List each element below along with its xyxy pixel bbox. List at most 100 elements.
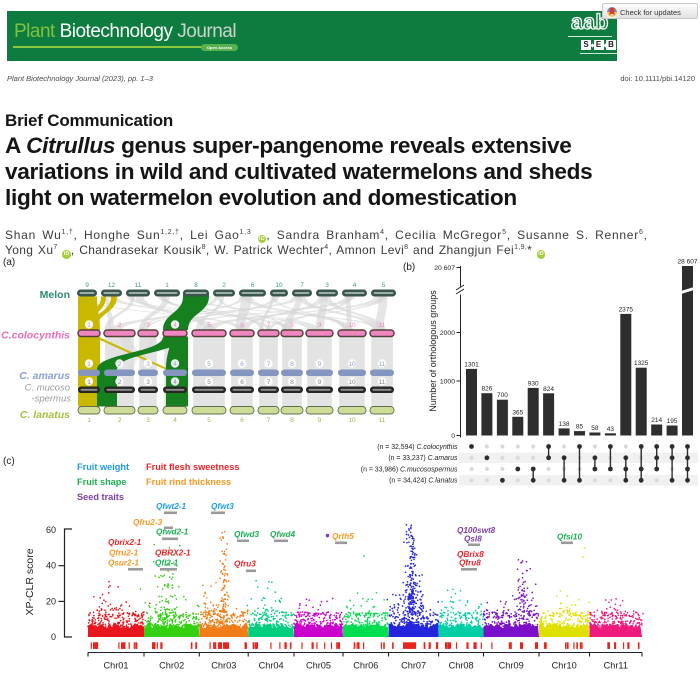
svg-text:2000: 2000 bbox=[440, 330, 455, 337]
svg-text:Number of orthologous groups: Number of orthologous groups bbox=[428, 290, 438, 412]
svg-text:C.colocynthis: C.colocynthis bbox=[1, 330, 70, 342]
svg-text:QBRX2-1: QBRX2-1 bbox=[155, 549, 191, 558]
svg-text:Chr03: Chr03 bbox=[211, 661, 236, 671]
svg-text:Melon: Melon bbox=[40, 289, 70, 301]
svg-text:Qsl8: Qsl8 bbox=[464, 535, 482, 544]
svg-text:6: 6 bbox=[240, 322, 244, 329]
svg-text:Qfl2-1: Qfl2-1 bbox=[155, 559, 179, 568]
svg-text:6: 6 bbox=[240, 379, 244, 386]
svg-text:11: 11 bbox=[135, 282, 142, 289]
svg-text:C. lanatus: C. lanatus bbox=[20, 409, 70, 421]
svg-text:(a): (a) bbox=[3, 257, 15, 268]
svg-text:28 607: 28 607 bbox=[678, 259, 698, 266]
svg-text:1: 1 bbox=[165, 282, 169, 289]
svg-text:214: 214 bbox=[651, 417, 662, 424]
svg-text:Fruit shape: Fruit shape bbox=[77, 477, 127, 487]
svg-text:9: 9 bbox=[318, 379, 322, 386]
svg-text:9: 9 bbox=[85, 282, 89, 289]
svg-text:4: 4 bbox=[173, 361, 177, 368]
svg-text:Qfru2-3: Qfru2-3 bbox=[133, 518, 163, 527]
svg-text:7: 7 bbox=[267, 379, 271, 386]
svg-text:3: 3 bbox=[146, 417, 150, 424]
svg-text:6: 6 bbox=[240, 417, 244, 424]
svg-text:Qsur2-1: Qsur2-1 bbox=[108, 559, 139, 568]
svg-text:Fruit rind thickness: Fruit rind thickness bbox=[146, 477, 231, 487]
svg-text:2: 2 bbox=[222, 282, 226, 289]
svg-text:5: 5 bbox=[207, 417, 211, 424]
svg-text:2: 2 bbox=[118, 361, 122, 368]
svg-text:(b): (b) bbox=[403, 262, 415, 273]
svg-text:6: 6 bbox=[240, 361, 244, 368]
svg-text:Qfwd4: Qfwd4 bbox=[270, 530, 295, 539]
svg-text:Qfwt3: Qfwt3 bbox=[211, 502, 234, 511]
svg-text:9: 9 bbox=[318, 417, 322, 424]
svg-text:(n = 33,986) C.mucosospermus: (n = 33,986) C.mucosospermus bbox=[361, 466, 458, 473]
svg-text:8: 8 bbox=[290, 361, 294, 368]
svg-text:Qfwd2-1: Qfwd2-1 bbox=[156, 528, 189, 537]
svg-text:1: 1 bbox=[87, 361, 91, 368]
svg-text:4: 4 bbox=[353, 282, 357, 289]
svg-text:10: 10 bbox=[348, 417, 356, 424]
svg-text:10: 10 bbox=[275, 282, 283, 289]
svg-text:(c): (c) bbox=[3, 456, 15, 467]
svg-text:9: 9 bbox=[318, 361, 322, 368]
svg-text:43: 43 bbox=[607, 426, 615, 433]
svg-text:195: 195 bbox=[667, 418, 678, 425]
svg-text:824: 824 bbox=[543, 386, 554, 393]
svg-text:Qbrix2-1: Qbrix2-1 bbox=[108, 538, 142, 547]
svg-text:(n = 32,594) C.colocynthis: (n = 32,594) C.colocynthis bbox=[377, 444, 458, 451]
svg-text:Qfru2-1: Qfru2-1 bbox=[109, 549, 139, 558]
svg-text:8: 8 bbox=[290, 417, 294, 424]
svg-text:Seed traits: Seed traits bbox=[77, 492, 124, 502]
svg-text:4: 4 bbox=[173, 417, 177, 424]
svg-text:12: 12 bbox=[108, 282, 116, 289]
svg-text:11: 11 bbox=[379, 322, 386, 329]
svg-text:8: 8 bbox=[194, 282, 198, 289]
svg-text:-spermus: -spermus bbox=[31, 394, 71, 405]
svg-text:6: 6 bbox=[251, 282, 255, 289]
svg-text:58: 58 bbox=[591, 425, 599, 432]
svg-text:3: 3 bbox=[146, 361, 150, 368]
svg-text:11: 11 bbox=[379, 379, 386, 386]
svg-text:Chr08: Chr08 bbox=[449, 661, 474, 671]
svg-text:1: 1 bbox=[87, 417, 91, 424]
svg-text:Fruit flesh sweetness: Fruit flesh sweetness bbox=[146, 462, 239, 472]
svg-text:(n = 33,237) C.amarus: (n = 33,237) C.amarus bbox=[388, 455, 458, 462]
svg-text:85: 85 bbox=[576, 424, 584, 431]
svg-text:1: 1 bbox=[87, 322, 91, 329]
svg-text:11: 11 bbox=[379, 417, 386, 424]
svg-text:7: 7 bbox=[267, 417, 271, 424]
svg-text:1: 1 bbox=[87, 379, 91, 386]
svg-text:5: 5 bbox=[207, 322, 211, 329]
svg-text:20 607: 20 607 bbox=[434, 265, 455, 272]
svg-text:10: 10 bbox=[348, 379, 356, 386]
svg-text:8: 8 bbox=[290, 322, 294, 329]
svg-text:Q100swt8: Q100swt8 bbox=[457, 526, 496, 535]
svg-text:700: 700 bbox=[497, 392, 508, 399]
svg-text:Chr01: Chr01 bbox=[103, 661, 128, 671]
svg-text:1325: 1325 bbox=[634, 360, 649, 367]
svg-text:C. mucoso: C. mucoso bbox=[25, 383, 70, 394]
svg-text:Chr02: Chr02 bbox=[159, 661, 184, 671]
svg-text:7: 7 bbox=[267, 322, 271, 329]
svg-text:Chr04: Chr04 bbox=[259, 661, 284, 671]
svg-text:5: 5 bbox=[207, 379, 211, 386]
svg-text:Chr05: Chr05 bbox=[306, 661, 331, 671]
svg-text:1301: 1301 bbox=[464, 361, 479, 368]
svg-text:930: 930 bbox=[528, 380, 539, 387]
svg-text:7: 7 bbox=[267, 361, 271, 368]
svg-text:XP-CLR score: XP-CLR score bbox=[24, 548, 36, 615]
svg-text:Chr10: Chr10 bbox=[552, 661, 577, 671]
svg-text:Chr09: Chr09 bbox=[499, 661, 524, 671]
svg-text:40: 40 bbox=[46, 561, 56, 571]
svg-text:11: 11 bbox=[379, 361, 386, 368]
svg-text:Chr11: Chr11 bbox=[604, 661, 628, 671]
svg-text:2: 2 bbox=[118, 417, 122, 424]
svg-text:3: 3 bbox=[325, 282, 329, 289]
svg-text:5: 5 bbox=[207, 361, 211, 368]
svg-text:QBrix8: QBrix8 bbox=[457, 550, 484, 559]
svg-text:8: 8 bbox=[290, 379, 294, 386]
svg-text:60: 60 bbox=[46, 525, 56, 535]
svg-text:4: 4 bbox=[173, 379, 177, 386]
svg-text:0: 0 bbox=[451, 433, 455, 440]
